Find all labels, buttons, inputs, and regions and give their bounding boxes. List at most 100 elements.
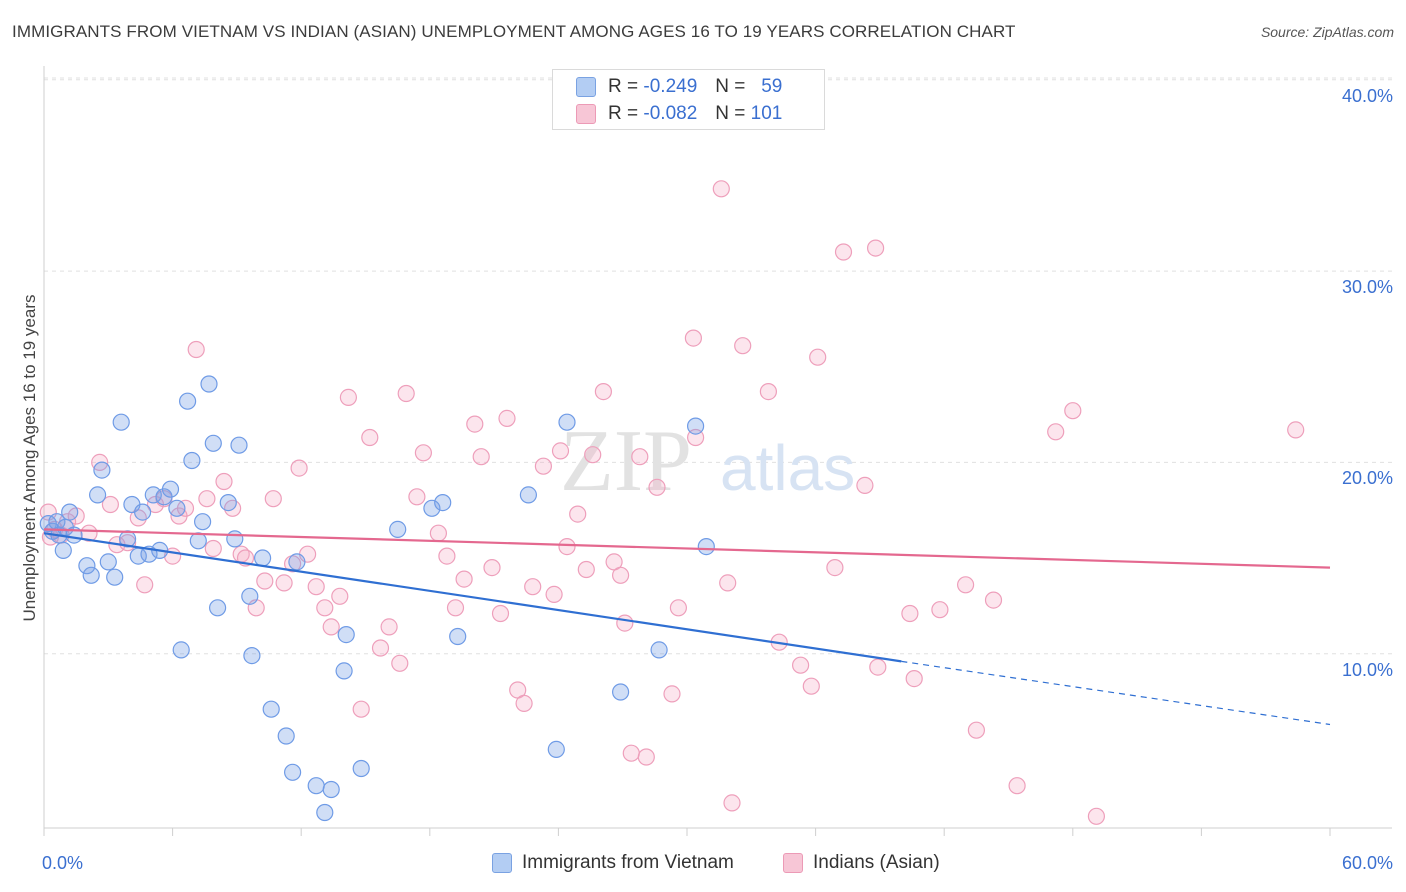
- indian-point: [869, 658, 887, 676]
- vietnam-point: [316, 803, 334, 822]
- legend-item-indian[interactable]: Indians (Asian): [783, 852, 940, 874]
- indian-trend-line: [43, 528, 1331, 569]
- indian-point: [648, 478, 666, 496]
- vietnam-point: [161, 480, 180, 498]
- r-label: R =: [608, 76, 639, 97]
- indian-point: [956, 576, 975, 594]
- vietnam-point: [194, 513, 212, 531]
- vietnam-point: [61, 503, 79, 521]
- vietnam-point: [99, 553, 117, 571]
- series-legend: Immigrants from Vietnam Indians (Asian): [0, 852, 1406, 878]
- vietnam-point: [322, 780, 340, 799]
- vietnam-point: [241, 587, 259, 605]
- vietnam-point: [335, 662, 353, 680]
- indian-point: [984, 591, 1003, 609]
- indian-point: [594, 383, 613, 401]
- indian-point: [187, 340, 205, 359]
- indian-point: [472, 448, 490, 466]
- indian-point: [545, 585, 563, 604]
- vietnam-point: [93, 461, 111, 479]
- indian-point: [483, 558, 501, 577]
- indian-point: [622, 744, 640, 762]
- vietnam-point: [209, 599, 227, 617]
- indian-point: [1008, 777, 1026, 795]
- indian-point: [723, 794, 741, 812]
- vietnam-point: [423, 499, 441, 517]
- indian-point: [809, 348, 827, 366]
- indian-point: [466, 415, 484, 433]
- indian-point: [905, 669, 923, 688]
- watermark-atlas: atlas: [720, 432, 855, 504]
- vietnam-point: [204, 434, 222, 452]
- indian-point: [101, 495, 120, 514]
- indian-point: [204, 539, 222, 558]
- indian-point: [759, 383, 778, 401]
- legend-swatch-indian: [576, 104, 596, 124]
- indian-point: [339, 388, 357, 406]
- indian-point: [455, 570, 473, 588]
- vietnam-trend-extension: [901, 660, 1331, 726]
- vietnam-point: [243, 646, 261, 665]
- indian-point: [316, 599, 334, 617]
- vietnam-point: [226, 530, 244, 548]
- indian-point: [616, 614, 634, 632]
- indian-point: [397, 384, 415, 403]
- indian-point: [1287, 421, 1305, 439]
- vietnam-point: [389, 520, 407, 539]
- vietnam-point: [54, 541, 72, 560]
- watermark: ZIP atlas: [560, 413, 855, 510]
- vietnam-point: [434, 494, 452, 512]
- source-credit: Source: ZipAtlas.com: [1260, 24, 1394, 40]
- indian-point: [491, 604, 510, 623]
- grid-lines: [44, 77, 1392, 655]
- indian-point: [558, 537, 576, 556]
- indian-point: [136, 576, 154, 594]
- vietnam-point: [106, 568, 124, 586]
- legend-label-indian: Indians (Asian): [813, 852, 940, 873]
- vietnam-point: [254, 549, 272, 567]
- vietnam-point: [219, 494, 237, 512]
- vietnam-point: [88, 486, 107, 504]
- indian-point: [534, 457, 553, 475]
- vietnam-point: [179, 392, 197, 410]
- indian-point: [446, 599, 465, 617]
- indian-point: [307, 578, 325, 596]
- indian-point: [290, 459, 308, 477]
- indian-point: [834, 243, 853, 261]
- indian-point: [684, 329, 703, 347]
- indian-point: [719, 574, 737, 592]
- r-label: R =: [608, 103, 639, 124]
- n-value: 59: [761, 76, 783, 97]
- indian-point: [215, 472, 233, 491]
- vietnam-point: [352, 759, 370, 778]
- vietnam-point: [168, 499, 186, 517]
- vietnam-point: [200, 375, 218, 393]
- indian-point: [967, 721, 986, 739]
- vietnam-point: [112, 413, 130, 431]
- indian-point: [498, 409, 516, 427]
- indian-point: [322, 618, 340, 636]
- n-value: 101: [750, 103, 783, 124]
- vietnam-point: [78, 557, 96, 575]
- vietnam-point: [262, 700, 280, 718]
- indian-point: [631, 448, 649, 466]
- vietnam-point: [134, 503, 152, 521]
- legend-item-vietnam[interactable]: Immigrants from Vietnam: [492, 852, 734, 874]
- vietnam-point: [686, 417, 705, 435]
- watermark-zip: ZIP: [560, 413, 692, 510]
- stats-legend: R = -0.249 N = 59 R = -0.082 N = 101: [552, 69, 825, 130]
- indian-point: [264, 490, 282, 508]
- vietnam-point: [82, 566, 100, 584]
- n-label: N =: [715, 76, 746, 97]
- r-value: -0.082: [643, 103, 698, 124]
- indian-point: [438, 547, 456, 565]
- indian-point: [802, 677, 820, 695]
- indian-point: [931, 601, 949, 619]
- trend-lines: [43, 528, 1331, 726]
- indian-point: [515, 694, 533, 713]
- vietnam-point: [519, 486, 538, 504]
- indian-point: [584, 446, 602, 464]
- vietnam-point: [288, 553, 306, 571]
- indian-point: [551, 442, 570, 460]
